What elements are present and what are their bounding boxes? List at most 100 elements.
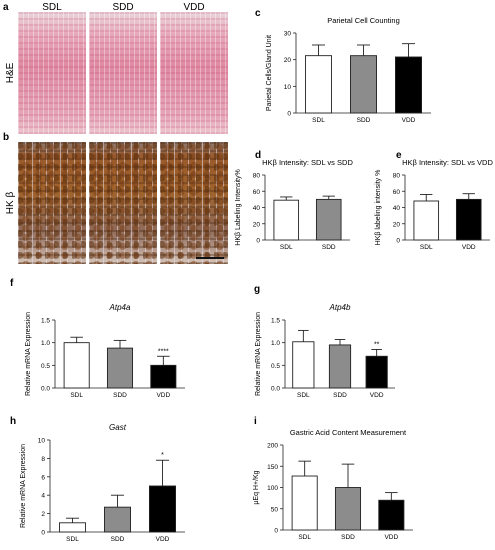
y-tick-label: 20 [253, 221, 261, 228]
bar [328, 344, 352, 389]
micrograph-column-label: SDD [112, 2, 133, 13]
micrograph-image [89, 12, 157, 134]
y-tick-label: 0.0 [271, 386, 280, 393]
y-tick-label: 2 [41, 511, 45, 518]
x-tick-label: VDD [156, 392, 170, 399]
y-tick-label: 60 [393, 189, 401, 196]
panel-letter: c [255, 8, 261, 19]
x-tick-label: SDD [341, 534, 355, 541]
y-tick-label: 0 [41, 530, 45, 537]
panel-letter: i [254, 416, 257, 427]
y-tick-label: 0 [256, 238, 260, 245]
panel-letter: h [10, 416, 16, 427]
y-tick-label: 50 [271, 506, 279, 513]
y-tick-label: 40 [253, 205, 261, 212]
y-axis-label: Relative mRNA Expression [25, 312, 32, 396]
y-tick-label: 1.5 [41, 318, 50, 325]
y-tick-label: 10 [284, 84, 292, 91]
micrograph-row-label: H&E [5, 62, 16, 83]
y-tick-label: 1.0 [271, 340, 280, 347]
he-stain-image [89, 12, 157, 134]
x-tick-label: SDL [298, 534, 311, 541]
he-stain-image [18, 12, 86, 134]
y-tick-label: 200 [267, 443, 278, 450]
y-axis-label: HKβ labeling intensity % [375, 170, 382, 246]
hk-beta-stain-image [18, 142, 86, 264]
x-tick-label: VDD [370, 392, 384, 399]
y-tick-label: 1.0 [41, 340, 50, 347]
he-stain-image [160, 12, 228, 134]
x-tick-label: SDL [70, 392, 83, 399]
significance-label: ** [374, 341, 380, 348]
x-tick-label: SDL [312, 117, 325, 124]
chart-title: Parietal Cell Counting [327, 16, 400, 25]
y-tick-label: 100 [267, 485, 278, 492]
y-axis-label: Relative mRNA Expression [255, 312, 262, 396]
y-axis-label: Parietal Cells/Gland Unit [266, 35, 273, 111]
chart-title: Atp4b [329, 303, 351, 312]
significance-label: **** [158, 348, 169, 355]
micrograph-image [89, 142, 157, 264]
bar [378, 499, 405, 531]
y-tick-label: 150 [267, 464, 278, 471]
bar [365, 355, 388, 389]
bar [315, 198, 342, 241]
y-axis-label: µEq H+/Kg [253, 470, 260, 504]
y-tick-label: 4 [41, 493, 45, 500]
x-tick-label: SDD [111, 536, 125, 543]
y-axis-label: Relative mRNA Expression [20, 444, 27, 528]
y-tick-label: 6 [41, 474, 45, 481]
y-tick-label: 30 [284, 31, 292, 38]
bar [334, 487, 362, 531]
micrograph-row-label: HK β [5, 192, 16, 215]
bar [291, 475, 318, 531]
micrograph-image [160, 12, 228, 134]
x-tick-label: SDD [357, 117, 371, 124]
bar [395, 56, 423, 114]
x-tick-label: SDL [66, 536, 79, 543]
x-tick-label: SDD [333, 392, 347, 399]
panel-letter: d [255, 150, 261, 161]
x-tick-label: VDD [462, 244, 476, 251]
x-tick-label: SDL [297, 392, 310, 399]
panel-letter: g [254, 284, 260, 295]
y-tick-label: 80 [393, 173, 401, 180]
bar [455, 198, 482, 241]
y-tick-label: 80 [253, 173, 261, 180]
panel-letter: a [3, 2, 9, 13]
y-tick-label: 0.5 [271, 363, 280, 370]
y-tick-label: 10 [38, 438, 46, 445]
micrograph-column-label: SDL [42, 2, 62, 13]
micrograph-column-label: VDD [183, 2, 204, 13]
bar [63, 342, 90, 389]
y-tick-label: 0 [396, 238, 400, 245]
micrograph-image [160, 142, 228, 264]
bar [103, 506, 131, 533]
bar [350, 55, 378, 114]
panel-letter: b [3, 132, 9, 143]
x-tick-label: SDL [420, 244, 433, 251]
chart-title: Gast [109, 423, 127, 432]
y-tick-label: 1.5 [271, 318, 280, 325]
y-tick-label: 0.0 [41, 386, 50, 393]
y-tick-label: 60 [253, 189, 261, 196]
bar [148, 485, 176, 533]
y-tick-label: 0.5 [41, 363, 50, 370]
micrograph-image [18, 142, 86, 264]
y-tick-label: 20 [393, 221, 401, 228]
x-tick-label: SDD [322, 244, 336, 251]
x-tick-label: VDD [402, 117, 416, 124]
chart-title: HKβ Intensity: SDL vs VDD [402, 158, 493, 167]
y-tick-label: 0 [287, 111, 291, 118]
x-tick-label: SDL [280, 244, 293, 251]
y-tick-label: 0 [274, 528, 278, 535]
panel-letter: f [10, 278, 14, 289]
bar [106, 347, 134, 389]
x-tick-label: SDD [113, 392, 127, 399]
bar [413, 200, 440, 241]
chart-title: Gastric Acid Content Measurement [290, 428, 407, 437]
bar [292, 341, 315, 389]
y-axis-label: HKβ Labeling Intensity% [235, 169, 242, 245]
y-tick-label: 20 [284, 57, 292, 64]
